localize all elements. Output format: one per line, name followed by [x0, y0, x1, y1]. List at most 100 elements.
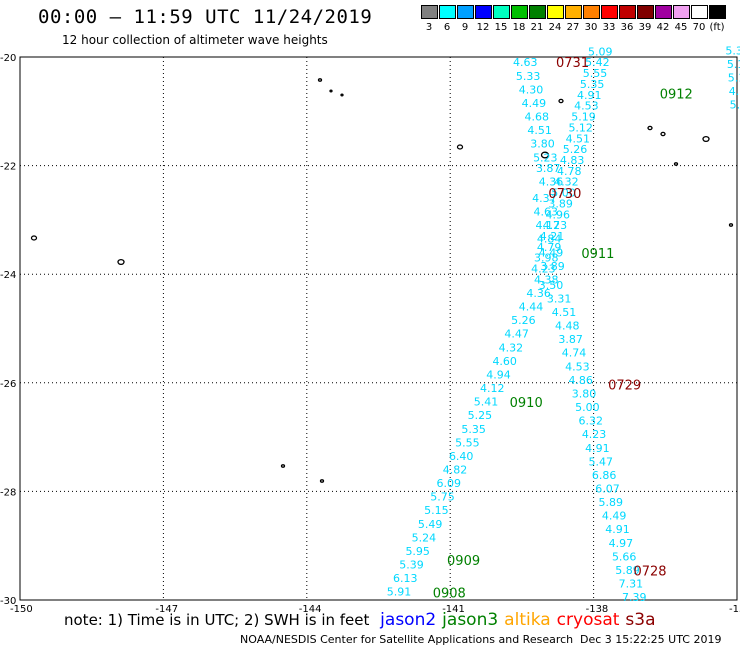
scale-label: 27: [566, 22, 580, 33]
satellite-jason3: jason3: [442, 610, 499, 630]
map-frame: [19, 56, 738, 601]
swh-value: 4.63: [513, 56, 538, 69]
scale-swatch: [493, 5, 510, 19]
swh-value: 7.31: [619, 578, 644, 591]
swh-value: 6.09: [437, 477, 462, 490]
swh-value: 4.84: [537, 233, 562, 246]
swh-value: 5.1: [727, 58, 740, 71]
swh-value: 5.1: [728, 71, 740, 84]
island-outline: [30, 235, 38, 241]
pass-time-label: 0910: [510, 396, 543, 411]
swh-value: 4.36: [539, 176, 564, 189]
footer-line: note: 1) Time is in UTC; 2) SWH is in fe…: [64, 610, 656, 630]
swh-tracks: 5.095.425.555.354.914.535.195.124.515.26…: [387, 44, 740, 604]
swh-value: 5.09: [588, 45, 613, 58]
swh-value: 4.30: [519, 83, 544, 96]
swh-value: 5.26: [511, 314, 536, 327]
swh-value: 4.79: [537, 241, 562, 254]
island-outline: [340, 93, 344, 97]
scale-label: 24: [548, 22, 562, 33]
swh-value: 4.51: [566, 132, 591, 145]
swh-value: 5.89: [599, 496, 624, 509]
pass-time-label: 0912: [660, 87, 693, 102]
satellite-jason2: jason2: [380, 610, 437, 630]
swh-value: 5.15: [424, 504, 449, 517]
swh-value: 5.55: [583, 67, 608, 80]
swh-value: 5.24: [412, 531, 437, 544]
swh-value: 3.89: [540, 260, 565, 273]
scale-swatch: [673, 5, 690, 19]
scale-swatch: [511, 5, 528, 19]
pass-time-label: 0909: [447, 554, 480, 569]
swh-value: 7.39: [622, 591, 647, 604]
scale-label: 33: [602, 22, 616, 33]
swh-value: 6.86: [592, 469, 617, 482]
island-outline: [660, 131, 666, 137]
swh-value: 4.60: [492, 355, 517, 368]
scale-swatch: [655, 5, 672, 19]
swh-value: 4.53: [565, 360, 590, 373]
swh-value: 5.55: [455, 436, 480, 449]
scale-swatch: [475, 5, 492, 19]
swh-value: 4.12: [480, 382, 505, 395]
scale-swatch: [583, 5, 600, 19]
swh-value: 4.23: [531, 263, 556, 276]
swh-value: 4.32: [554, 176, 579, 189]
pass-time-labels: 0731 0912 0730 0911 0729 0910 0909 0728 0908: [433, 56, 693, 602]
swh-value: 5.41: [474, 396, 499, 409]
scale-label: 42: [656, 22, 670, 33]
swh-value: 4.37: [532, 192, 557, 205]
swh-value: 5.19: [571, 111, 596, 124]
swh-value: 3.80: [530, 138, 555, 151]
swh-value: 4.47: [504, 328, 529, 341]
lon-tick-label: -147: [155, 604, 178, 615]
swh-value: 5.3: [725, 44, 740, 57]
swh-value: 6.40: [449, 450, 474, 463]
scale-label: 70: [692, 22, 706, 33]
lon-tick-label: -150: [10, 604, 33, 615]
swh-value: 4.23: [543, 219, 568, 232]
swh-value: 4.32: [499, 341, 524, 354]
scale-swatch: [601, 5, 618, 19]
swh-value: 5.89: [615, 564, 640, 577]
island-outline: [117, 258, 125, 266]
swh-value: 4.38: [534, 273, 559, 286]
swh-value: 5.66: [612, 550, 637, 563]
swh-value: 4.68: [524, 111, 549, 124]
generation-timestamp: Dec 3 15:22:25 UTC 2019: [580, 633, 722, 646]
island-outline: [558, 98, 564, 104]
satellite-s3a: s3a: [625, 610, 656, 630]
swh-value: 5.91: [387, 586, 412, 599]
swh-value: 3.98: [534, 252, 559, 265]
swh-value: 4.53: [574, 100, 599, 113]
swh-value: 6.07: [595, 482, 620, 495]
scale-label: 21: [530, 22, 544, 33]
page-title: 00:00 – 11:59 UTC 11/24/2019: [38, 6, 373, 28]
lat-tick-label: -20: [0, 53, 16, 64]
swh-value: 5.6: [730, 99, 740, 112]
scale-label: (ft): [709, 22, 725, 33]
swh-value: 4.91: [585, 442, 610, 455]
lat-tick-label: -28: [0, 487, 16, 498]
swh-value: 5.95: [405, 545, 430, 558]
swh-value: 5.26: [563, 143, 588, 156]
swh-value: 5.39: [399, 559, 424, 572]
swh-value: 3.89: [548, 197, 573, 210]
scale-label: 36: [620, 22, 634, 33]
scale-swatch: [619, 5, 636, 19]
swh-value: 4.96: [546, 208, 571, 221]
swh-value: 4.23: [582, 428, 607, 441]
scale-swatch: [547, 5, 564, 19]
scale-label: 9: [461, 22, 469, 33]
island-outline: [702, 135, 710, 143]
swh-value: 4.82: [443, 463, 468, 476]
satellite-altika: altika: [504, 610, 551, 630]
swh-value: 5.25: [468, 409, 493, 422]
swh-value: 3.80: [572, 387, 597, 400]
scale-label: 18: [512, 22, 526, 33]
scale-label: 12: [476, 22, 490, 33]
pass-time-label: 0911: [581, 247, 614, 262]
swh-value: 4.91: [605, 523, 630, 536]
scale-label: 3: [425, 22, 433, 33]
scale-label: 30: [584, 22, 598, 33]
